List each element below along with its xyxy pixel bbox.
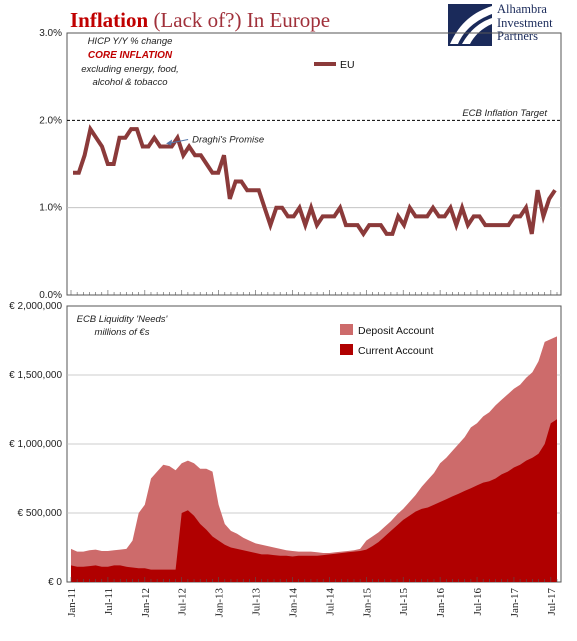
x-tick-label: Jul-12 (177, 588, 189, 616)
x-tick-label: Jul-13 (251, 588, 263, 616)
inflation-ytick-label: 0.0% (39, 290, 62, 301)
inflation-note-1: HICP Y/Y % change (88, 36, 173, 47)
x-tick-label: Jan-16 (435, 588, 447, 618)
x-tick-label: Jan-17 (509, 588, 521, 618)
current-account-area (71, 419, 557, 582)
logo-text: Alhambra Investment Partners (497, 2, 553, 44)
logo-line-3: Partners (497, 29, 538, 43)
logo-line-1: Alhambra (497, 2, 547, 16)
x-tick-label: Jan-14 (287, 588, 299, 618)
inflation-ytick-label: 1.0% (39, 203, 62, 214)
title-rest: (Lack of?) In Europe (153, 8, 331, 32)
x-tick-label: Jul-16 (472, 588, 484, 616)
x-tick-label: Jul-17 (546, 588, 558, 616)
legend-eu-label: EU (340, 59, 355, 71)
inflation-ytick-label: 2.0% (39, 115, 62, 126)
legend-deposit-swatch (340, 324, 353, 335)
liquidity-ytick-label: € 500,000 (18, 508, 63, 519)
target-label: ECB Inflation Target (462, 108, 547, 119)
liquidity-ytick-label: € 1,500,000 (9, 370, 62, 381)
inflation-note-3: excluding energy, food, (81, 64, 179, 75)
liquidity-panel-frame (66, 305, 562, 583)
liquidity-ytick-label: € 0 (48, 577, 62, 588)
x-tick-label: Jan-15 (361, 588, 373, 618)
x-tick-label: Jul-11 (103, 588, 115, 615)
draghi-annotation: Draghi's Promise (192, 135, 264, 146)
chart-title: Inflation (Lack of?) In Europe (70, 8, 330, 33)
inflation-panel-frame (66, 32, 562, 296)
x-tick-label: Jan-12 (140, 588, 152, 617)
legend-deposit-label: Deposit Account (358, 325, 434, 337)
liquidity-ytick-label: € 1,000,000 (9, 439, 62, 450)
title-highlight: Inflation (70, 8, 149, 32)
legend-current-label: Current Account (358, 345, 433, 357)
liquidity-note-2: millions of €s (95, 327, 150, 338)
logo-line-2: Investment (497, 15, 553, 30)
draghi-arrowhead (166, 139, 173, 146)
liquidity-ytick-label: € 2,000,000 (9, 301, 62, 312)
liquidity-note-1: ECB Liquidity 'Needs' (77, 314, 169, 325)
legend-current-swatch (340, 344, 353, 355)
inflation-ytick-label: 3.0% (39, 28, 62, 39)
inflation-note-2: CORE INFLATION (88, 50, 173, 61)
x-tick-label: Jan-13 (214, 588, 226, 618)
inflation-note-4: alcohol & tobacco (93, 77, 168, 88)
x-tick-label: Jan-11 (66, 588, 78, 617)
deposit-account-area (71, 336, 557, 582)
draghi-arrow (168, 139, 189, 145)
eu-series-line (73, 124, 557, 238)
x-tick-label: Jul-15 (398, 588, 410, 616)
x-tick-label: Jul-14 (324, 588, 336, 616)
